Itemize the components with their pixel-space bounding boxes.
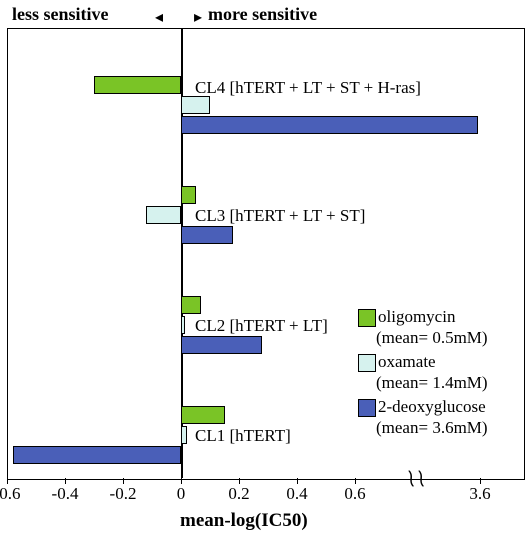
legend-deoxy: 2-deoxyglucose [358,397,486,417]
group-label-CL4: CL4 [hTERT + LT + ST + H-ras] [195,78,421,98]
xtick-label: 3.6 [469,484,490,504]
legend-oxamate: oxamate [358,352,436,372]
xtick-label: 0.2 [228,484,249,504]
bar-CL4-oxamate [181,96,210,114]
bar-CL2-deoxy [181,336,262,354]
x-axis-label: mean-log(IC50) [180,510,308,532]
bar-CL2-oxamate [181,316,185,334]
bar-CL3-deoxy [181,226,233,244]
axis-break-icon: ⁓ [409,468,433,489]
legend-deoxy-label: 2-deoxyglucose [378,397,486,416]
arrow-left-icon: ◂ [155,7,163,27]
xtick-label: 0 [177,484,186,504]
group-label-CL3: CL3 [hTERT + LT + ST] [195,206,365,226]
arrow-right-icon: ▸ [194,7,202,27]
legend-oligomycin: oligomycin [358,307,455,327]
bar-CL2-oligomycin [181,296,201,314]
bar-CL4-oligomycin [94,76,181,94]
swatch-deoxy [358,399,376,417]
legend-oligomycin-label: oligomycin [378,307,455,326]
bar-CL1-oxamate [181,426,187,444]
legend-oligomycin-sub: (mean= 0.5mM) [376,328,488,348]
more-sensitive-label: more sensitive [208,4,317,25]
group-label-CL2: CL2 [hTERT + LT] [195,316,328,336]
chart-container: less sensitive more sensitive ◂ ▸ CL4 [h… [0,0,531,538]
legend-oxamate-label: oxamate [378,352,436,371]
bar-CL3-oxamate [146,206,181,224]
xtick-label: -0.4 [52,484,79,504]
xtick-label: -0.6 [0,484,20,504]
xtick-label: -0.2 [110,484,137,504]
xtick-label: 0.4 [286,484,307,504]
swatch-oxamate [358,354,376,372]
less-sensitive-label: less sensitive [12,4,109,25]
bar-CL4-deoxy [181,116,478,134]
swatch-oligomycin [358,309,376,327]
legend-oxamate-sub: (mean= 1.4mM) [376,373,488,393]
xtick-label: 0.6 [344,484,365,504]
bar-CL1-oligomycin [181,406,225,424]
group-label-CL1: CL1 [hTERT] [195,426,291,446]
bar-CL1-deoxy [13,446,181,464]
legend-deoxy-sub: (mean= 3.6mM) [376,418,488,438]
bar-CL3-oligomycin [181,186,196,204]
